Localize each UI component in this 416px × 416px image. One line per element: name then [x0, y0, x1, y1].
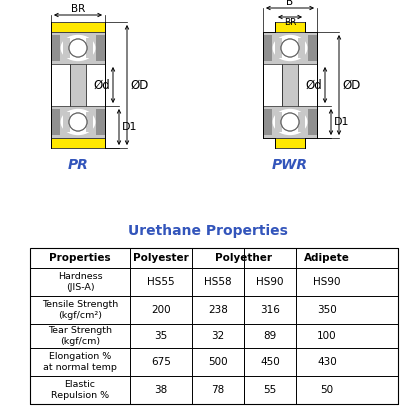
Bar [275, 112, 282, 131]
Bar [30, 324, 398, 348]
Bar [30, 268, 398, 296]
Circle shape [281, 39, 299, 57]
Circle shape [69, 39, 87, 57]
Text: 32: 32 [211, 331, 225, 341]
Bar [263, 106, 317, 138]
Bar [86, 38, 93, 57]
Bar [308, 109, 317, 136]
Circle shape [69, 113, 87, 131]
Text: Polyether: Polyether [215, 253, 272, 263]
Bar [263, 32, 317, 64]
Ellipse shape [273, 109, 307, 134]
Bar [282, 64, 298, 106]
Text: Polyester: Polyester [133, 253, 189, 263]
Text: Properties: Properties [49, 253, 111, 263]
Text: 450: 450 [260, 357, 280, 367]
Text: Urethane Properties: Urethane Properties [128, 224, 288, 238]
Circle shape [281, 113, 299, 131]
Text: 55: 55 [263, 385, 277, 395]
Text: ØD: ØD [342, 79, 360, 92]
Bar [51, 64, 105, 106]
Text: ØD: ØD [130, 79, 149, 92]
Text: HS55: HS55 [147, 277, 175, 287]
Text: Ød: Ød [93, 79, 110, 92]
Text: 35: 35 [154, 331, 168, 341]
Text: Tensile Strength
(kgf/cm²): Tensile Strength (kgf/cm²) [42, 300, 118, 320]
Bar [96, 109, 105, 136]
Bar [63, 38, 70, 57]
Text: 50: 50 [320, 385, 334, 395]
Text: PR: PR [68, 158, 88, 172]
Ellipse shape [61, 109, 95, 134]
Text: Adipete: Adipete [304, 253, 350, 263]
Text: 38: 38 [154, 385, 168, 395]
Circle shape [281, 39, 299, 57]
Bar [263, 32, 317, 64]
Bar [263, 35, 272, 62]
Text: 200: 200 [151, 305, 171, 315]
Text: B: B [287, 0, 294, 7]
Bar [308, 35, 317, 62]
Bar [51, 106, 105, 138]
Bar [86, 112, 93, 131]
Bar [263, 106, 317, 138]
Text: Ød: Ød [305, 79, 322, 92]
Bar [275, 138, 305, 148]
Text: Hardness
(JIS-A): Hardness (JIS-A) [58, 272, 102, 292]
Bar [298, 112, 305, 131]
Bar [263, 64, 317, 106]
Bar [30, 348, 398, 376]
Bar [263, 109, 272, 136]
Text: Tear Strength
(kgf/cm): Tear Strength (kgf/cm) [48, 326, 112, 346]
Text: HS90: HS90 [256, 277, 284, 287]
Bar [30, 376, 398, 404]
Text: 238: 238 [208, 305, 228, 315]
Bar [275, 22, 305, 32]
Bar [70, 64, 86, 106]
Bar [51, 109, 60, 136]
Text: Elastic
Repulsion %: Elastic Repulsion % [51, 380, 109, 400]
Text: BR: BR [71, 4, 85, 14]
Text: PWR: PWR [272, 158, 308, 172]
Bar [96, 35, 105, 62]
Text: 78: 78 [211, 385, 225, 395]
Ellipse shape [61, 35, 95, 60]
Text: 316: 316 [260, 305, 280, 315]
Bar [275, 38, 282, 57]
Text: Elongation %
at normal temp: Elongation % at normal temp [43, 352, 117, 372]
Bar [30, 296, 398, 324]
Circle shape [281, 113, 299, 131]
Bar [30, 248, 398, 404]
Text: 89: 89 [263, 331, 277, 341]
Bar [51, 106, 105, 138]
Text: 100: 100 [317, 331, 337, 341]
Bar [30, 248, 398, 268]
Circle shape [69, 39, 87, 57]
Bar [51, 32, 105, 64]
Text: HS90: HS90 [313, 277, 341, 287]
Text: 430: 430 [317, 357, 337, 367]
Bar [51, 138, 105, 148]
Bar [51, 22, 105, 32]
Text: D1: D1 [122, 122, 138, 132]
Ellipse shape [273, 35, 307, 60]
Text: BR: BR [284, 18, 296, 27]
Circle shape [69, 113, 87, 131]
Text: HS58: HS58 [204, 277, 232, 287]
Bar [298, 38, 305, 57]
Bar [51, 35, 60, 62]
Text: D1: D1 [334, 117, 349, 127]
Text: 675: 675 [151, 357, 171, 367]
Bar [51, 32, 105, 64]
Text: 500: 500 [208, 357, 228, 367]
Text: 350: 350 [317, 305, 337, 315]
Bar [63, 112, 70, 131]
